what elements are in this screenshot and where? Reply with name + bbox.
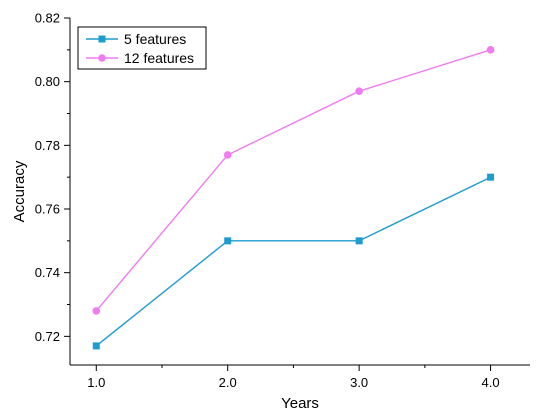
data-point [487,173,495,181]
data-point [355,87,363,96]
data-point [92,307,101,315]
legend-box [77,26,207,70]
y-tick-label: 0.74 [35,265,60,280]
series-line-1 [95,176,491,347]
plot-lines [92,46,495,350]
axes [69,18,530,366]
x-tick-label: 3.0 [350,375,368,390]
y-axis-title: Accuracy [11,160,28,222]
data-point [486,46,495,54]
ticks: 0.72 0.74 0.76 0.78 0.80 0.82 1.0 2.0 3.0 4.0 [35,11,500,391]
legend: 5 features 12 features [77,26,207,70]
y-tick-label: 0.78 [35,138,60,153]
y-tick-label: 0.80 [35,74,60,89]
data-point [355,237,363,245]
x-tick-label: 1.0 [87,375,105,390]
x-tick-label: 2.0 [219,375,237,390]
y-tick-label: 0.72 [35,329,60,344]
y-tick-label: 0.76 [35,202,60,217]
data-point [224,237,232,245]
legend-label: 12 features [124,50,194,66]
data-point [223,151,232,159]
legend-label: 5 features [124,31,186,47]
data-point [92,342,100,350]
legend-marker [98,54,106,62]
series-line-2 [95,49,491,312]
legend-marker [98,35,106,43]
y-tick-label: 0.82 [35,11,60,26]
x-tick-label: 4.0 [482,375,500,390]
x-axis-title: Years [281,395,319,412]
